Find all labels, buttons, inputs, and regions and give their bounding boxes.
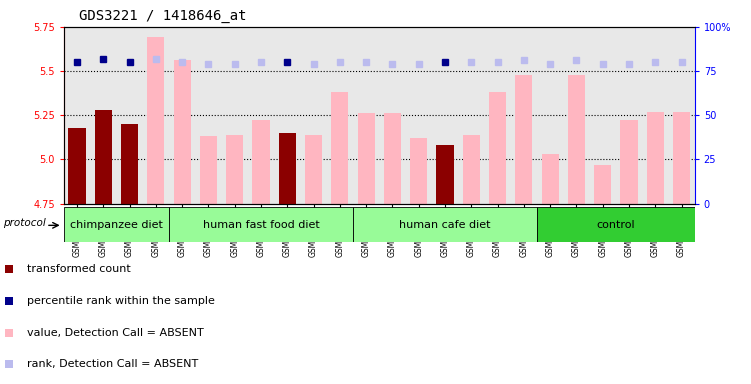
Bar [515, 74, 532, 204]
Text: percentile rank within the sample: percentile rank within the sample [27, 296, 215, 306]
Bar [64, 207, 169, 242]
Bar [541, 154, 559, 204]
Bar [647, 112, 664, 204]
Text: transformed count: transformed count [27, 264, 131, 274]
Text: rank, Detection Call = ABSENT: rank, Detection Call = ABSENT [27, 359, 198, 369]
Bar [384, 113, 401, 204]
Bar [537, 207, 695, 242]
Bar [489, 92, 506, 204]
Bar [169, 207, 353, 242]
Text: human fast food diet: human fast food diet [203, 220, 319, 230]
Bar [673, 112, 690, 204]
Bar [436, 145, 454, 204]
Text: human cafe diet: human cafe diet [400, 220, 490, 230]
Bar [463, 135, 480, 204]
Bar [200, 136, 217, 204]
Bar [410, 138, 427, 204]
Bar [353, 207, 537, 242]
Bar [252, 121, 270, 204]
Text: GDS3221 / 1418646_at: GDS3221 / 1418646_at [79, 9, 246, 23]
Bar [620, 121, 638, 204]
Text: chimpanzee diet: chimpanzee diet [70, 220, 163, 230]
Bar [305, 135, 322, 204]
Bar [121, 124, 138, 204]
Bar [68, 127, 86, 204]
Bar [226, 135, 243, 204]
Bar [568, 74, 585, 204]
Bar [173, 60, 191, 204]
Bar [147, 38, 164, 204]
Bar [95, 110, 112, 204]
Bar [331, 92, 348, 204]
Text: value, Detection Call = ABSENT: value, Detection Call = ABSENT [27, 328, 204, 338]
Text: protocol: protocol [3, 218, 46, 228]
Bar [357, 113, 375, 204]
Text: control: control [596, 220, 635, 230]
Bar [594, 165, 611, 204]
Bar [279, 133, 296, 204]
